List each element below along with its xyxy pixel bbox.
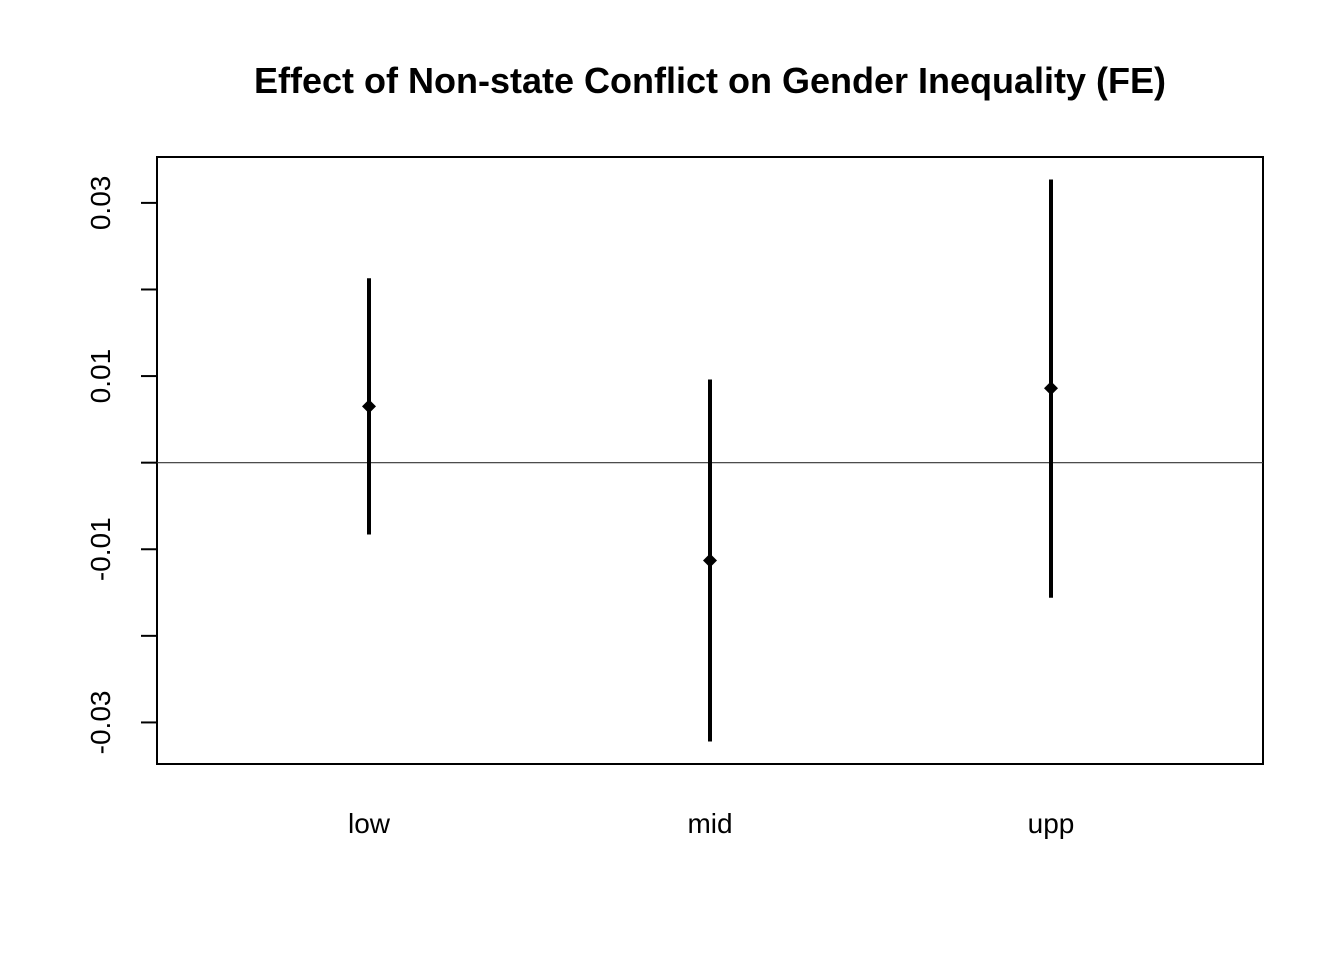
y-tick-label: -0.03 (85, 691, 116, 755)
y-tick-label: -0.01 (85, 517, 116, 581)
y-tick-label: 0.03 (85, 176, 116, 231)
plot-frame (156, 156, 1264, 765)
y-tick-label: 0.01 (85, 349, 116, 404)
point-estimate-low (362, 399, 376, 414)
x-category-label-upp: upp (1028, 808, 1075, 839)
x-category-label-mid: mid (687, 808, 732, 839)
chart-title: Effect of Non-state Conflict on Gender I… (254, 60, 1166, 101)
plot-area: 0.03 0.01 -0.01 -0.03 low mid upp (85, 156, 1264, 839)
point-estimate-mid (703, 553, 717, 568)
x-category-label-low: low (348, 808, 391, 839)
point-estimate-upp (1044, 381, 1058, 396)
